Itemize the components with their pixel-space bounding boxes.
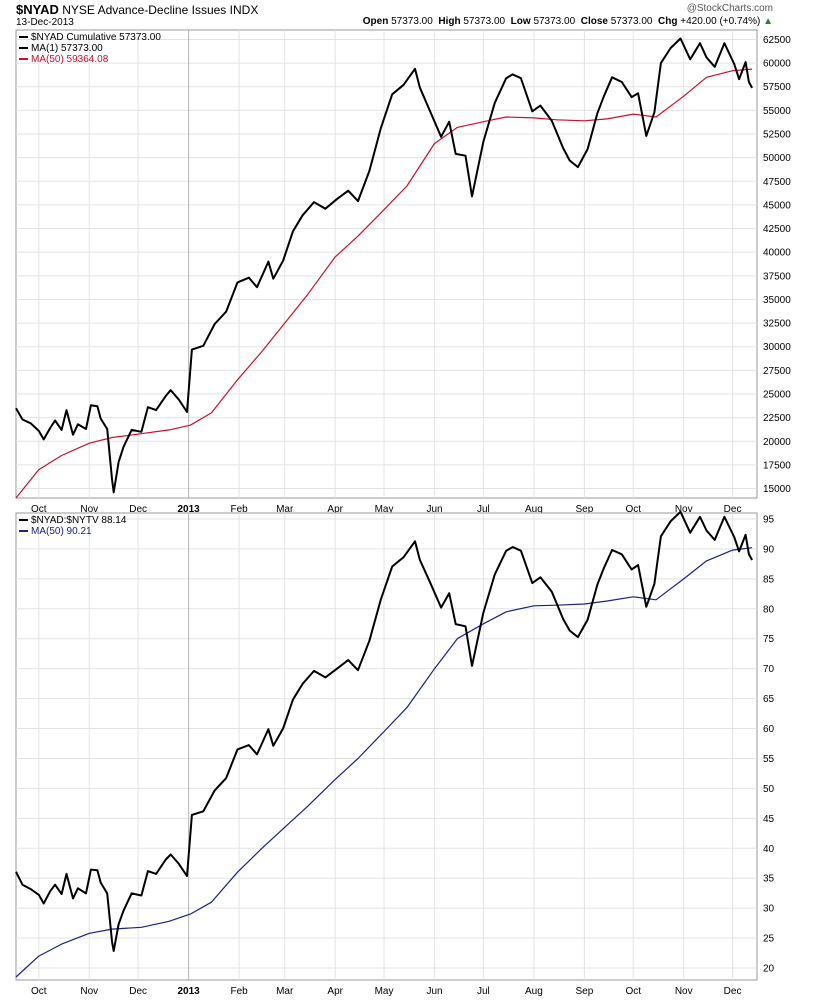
price-series-line	[15, 37, 753, 494]
y-tick-label: 50	[763, 784, 775, 795]
x-tick-label: Nov	[675, 986, 693, 997]
open-label: Open	[362, 16, 389, 27]
legend-label: MA(1) 57373.00	[31, 43, 103, 54]
y-tick-label: 50000	[763, 153, 791, 164]
y-tick-label: 62500	[763, 35, 791, 46]
y-tick-label: 75	[763, 634, 775, 645]
x-tick-label: Mar	[276, 986, 294, 997]
y-tick-label: 47500	[763, 177, 791, 188]
y-tick-label: 95	[763, 514, 775, 525]
y-tick-label: 30	[763, 904, 775, 915]
open-value: 57373.00	[391, 16, 433, 27]
x-tick-label: Nov	[80, 504, 98, 515]
x-tick-label: Dec	[724, 504, 742, 515]
x-tick-label: Feb	[230, 504, 248, 515]
legend-label: $NYAD:$NYTV 88.14	[31, 515, 127, 526]
x-tick-label: Jun	[426, 986, 442, 997]
legend-label: $NYAD Cumulative 57373.00	[31, 32, 161, 43]
y-tick-label: 70	[763, 664, 775, 675]
x-tick-label: Jun	[426, 504, 442, 515]
x-tick-label: Oct	[625, 986, 641, 997]
y-tick-label: 20	[763, 964, 775, 975]
x-tick-label: Aug	[525, 504, 543, 515]
y-tick-label: 85	[763, 574, 775, 585]
low-label: Low	[510, 16, 531, 27]
chart-date: 13-Dec-2013	[16, 17, 74, 28]
x-tick-label: Apr	[327, 504, 343, 515]
y-tick-label: 52500	[763, 130, 791, 141]
exchange-label: INDX	[229, 3, 259, 17]
x-tick-label: Dec	[129, 986, 147, 997]
y-tick-label: 35	[763, 874, 775, 885]
legend-label: MA(50) 59364.08	[31, 54, 109, 65]
y-tick-label: 80	[763, 604, 775, 615]
x-tick-label: Mar	[276, 504, 294, 515]
y-tick-label: 65	[763, 694, 775, 705]
y-tick-label: 40000	[763, 248, 791, 259]
x-tick-label: Apr	[327, 986, 343, 997]
high-value: 57373.00	[463, 16, 506, 27]
panel-nyad-nytv: 20 25 30 35 40 45 50 55 60 65 70 75 80 85 90 95 Oct Nov De…	[15, 510, 775, 997]
x-tick-label: Dec	[129, 504, 147, 515]
x-tick-label: May	[375, 986, 394, 997]
brand-watermark: @StockCharts.com	[686, 3, 773, 14]
x-tick-label: 2013	[178, 986, 201, 997]
x-tick-label: Feb	[230, 986, 248, 997]
y-tick-label: 25	[763, 934, 775, 945]
symbol-name: NYSE Advance-Decline Issues	[62, 3, 227, 17]
y-tick-label: 30000	[763, 342, 791, 353]
y-tick-label: 90	[763, 544, 775, 555]
y-tick-label: 55	[763, 754, 775, 765]
y-tick-label: 60000	[763, 59, 791, 70]
low-value: 57373.00	[533, 16, 576, 27]
y-tick-label: 35000	[763, 295, 791, 306]
high-label: High	[438, 16, 461, 27]
x-tick-label: Sep	[575, 986, 593, 997]
x-tick-label: May	[375, 504, 394, 515]
y-tick-label: 45	[763, 814, 775, 825]
x-tick-label: Sep	[575, 504, 593, 515]
symbol-label: $NYAD	[16, 2, 59, 17]
close-label: Close	[580, 16, 608, 27]
y-tick-label: 40	[763, 844, 775, 855]
y-tick-label: 45000	[763, 200, 791, 211]
chart-header: $NYAD NYSE Advance-Decline Issues INDX 1…	[16, 0, 773, 30]
y-tick-label: 15000	[763, 484, 791, 495]
close-value: 57373.00	[610, 16, 653, 27]
x-tick-label: Jul	[477, 504, 490, 515]
up-arrow-icon: ▲	[763, 16, 773, 27]
y-tick-label: 42500	[763, 224, 791, 235]
ma-series-line	[15, 547, 753, 978]
price-series-line	[15, 510, 753, 952]
y-tick-label: 27500	[763, 366, 791, 377]
x-tick-label: Nov	[80, 986, 98, 997]
ma-series-line	[15, 68, 753, 499]
quote-line: Open 57373.00 High 57373.00 Low 57373.00…	[363, 16, 773, 27]
y-tick-label: 55000	[763, 106, 791, 117]
chg-value: +420.00 (+0.74%)	[680, 16, 761, 27]
x-tick-label: Nov	[675, 504, 693, 515]
x-tick-label: Oct	[625, 504, 641, 515]
legend-label: MA(50) 90.21	[31, 526, 92, 537]
y-tick-label: 32500	[763, 319, 791, 330]
x-tick-label: Aug	[525, 986, 543, 997]
panel-nyad: 15000 17500 20000 22500 25000 27500 30000 32500…	[15, 29, 791, 515]
y-tick-label: 20000	[763, 437, 791, 448]
y-tick-label: 25000	[763, 390, 791, 401]
x-tick-label: 2013	[178, 504, 201, 515]
y-tick-label: 60	[763, 724, 775, 735]
plot-frame	[15, 29, 758, 499]
x-tick-label: Dec	[724, 986, 742, 997]
x-tick-label: Oct	[31, 504, 47, 515]
y-tick-label: 17500	[763, 460, 791, 471]
x-tick-label: Oct	[31, 986, 47, 997]
y-tick-label: 57500	[763, 82, 791, 93]
y-tick-label: 22500	[763, 413, 791, 424]
y-tick-label: 37500	[763, 271, 791, 282]
x-tick-label: Jul	[477, 986, 490, 997]
chg-label: Chg	[658, 16, 678, 27]
chart-title: $NYAD NYSE Advance-Decline Issues INDX	[16, 2, 258, 17]
